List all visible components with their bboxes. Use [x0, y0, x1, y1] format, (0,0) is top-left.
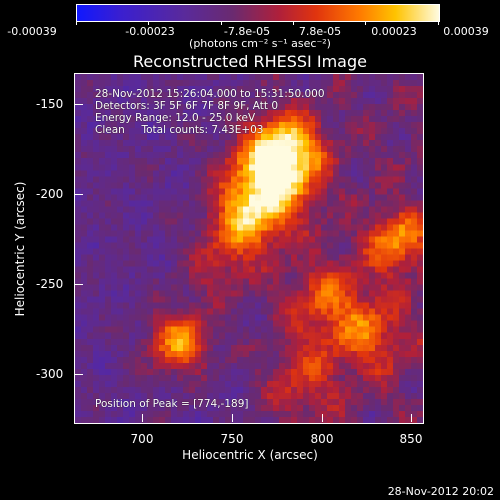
x-tick-label: 800 [310, 432, 334, 446]
info-time-range: 28-Nov-2012 15:26:04.000 to 15:31:50.000 [95, 88, 325, 100]
y-tick-mark [75, 284, 83, 285]
x-axis-label: Heliocentric X (arcsec) [182, 448, 318, 462]
image-title: Reconstructed RHESSI Image [133, 52, 367, 71]
colorbar-tick [438, 21, 439, 25]
colorbar [76, 4, 440, 22]
y-tick-mark [75, 104, 83, 105]
colorbar-label: -0.00039 [7, 25, 57, 38]
info-detectors: Detectors: 3F 5F 6F 7F 8F 9F, Att 0 [95, 100, 279, 112]
y-tick-mark [75, 194, 83, 195]
info-peak-position: Position of Peak = [774,-189] [95, 398, 249, 410]
y-axis-label: Heliocentric Y (arcsec) [13, 181, 27, 317]
colorbar-label: 0.00039 [443, 25, 489, 38]
info-energy-range: Energy Range: 12.0 - 25.0 keV [95, 112, 256, 124]
x-tick-mark [411, 414, 412, 422]
y-tick-label: -300 [36, 367, 64, 381]
x-tick-label: 750 [220, 432, 244, 446]
colorbar-tick [293, 21, 294, 25]
x-tick-mark [142, 414, 143, 422]
y-tick-label: -150 [36, 97, 64, 111]
y-tick-label: -250 [36, 277, 64, 291]
colorbar-label: 0.00023 [371, 25, 417, 38]
flare-intensity-map [75, 74, 423, 423]
x-tick-label: 850 [399, 432, 423, 446]
y-tick-label: -200 [36, 187, 64, 201]
colorbar-tick [221, 21, 222, 25]
colorbar-tick [76, 21, 77, 25]
colorbar-tick [148, 21, 149, 25]
image-plot-area: 28-Nov-2012 15:26:04.000 to 15:31:50.000… [74, 73, 424, 424]
x-tick-mark [322, 414, 323, 422]
colorbar-label: -0.00023 [125, 25, 175, 38]
colorbar-units: (photons cm⁻² s⁻¹ asec⁻²) [189, 37, 331, 50]
info-clean-counts: Clean Total counts: 7.43E+03 [95, 124, 264, 136]
colorbar-tick [365, 21, 366, 25]
x-tick-mark [232, 414, 233, 422]
x-tick-label: 700 [130, 432, 154, 446]
datestamp: 28-Nov-2012 20:02 [387, 485, 494, 498]
colorbar-label: 7.8e-05 [298, 25, 342, 38]
colorbar-label: -7.8e-05 [223, 25, 271, 38]
y-tick-mark [75, 374, 83, 375]
